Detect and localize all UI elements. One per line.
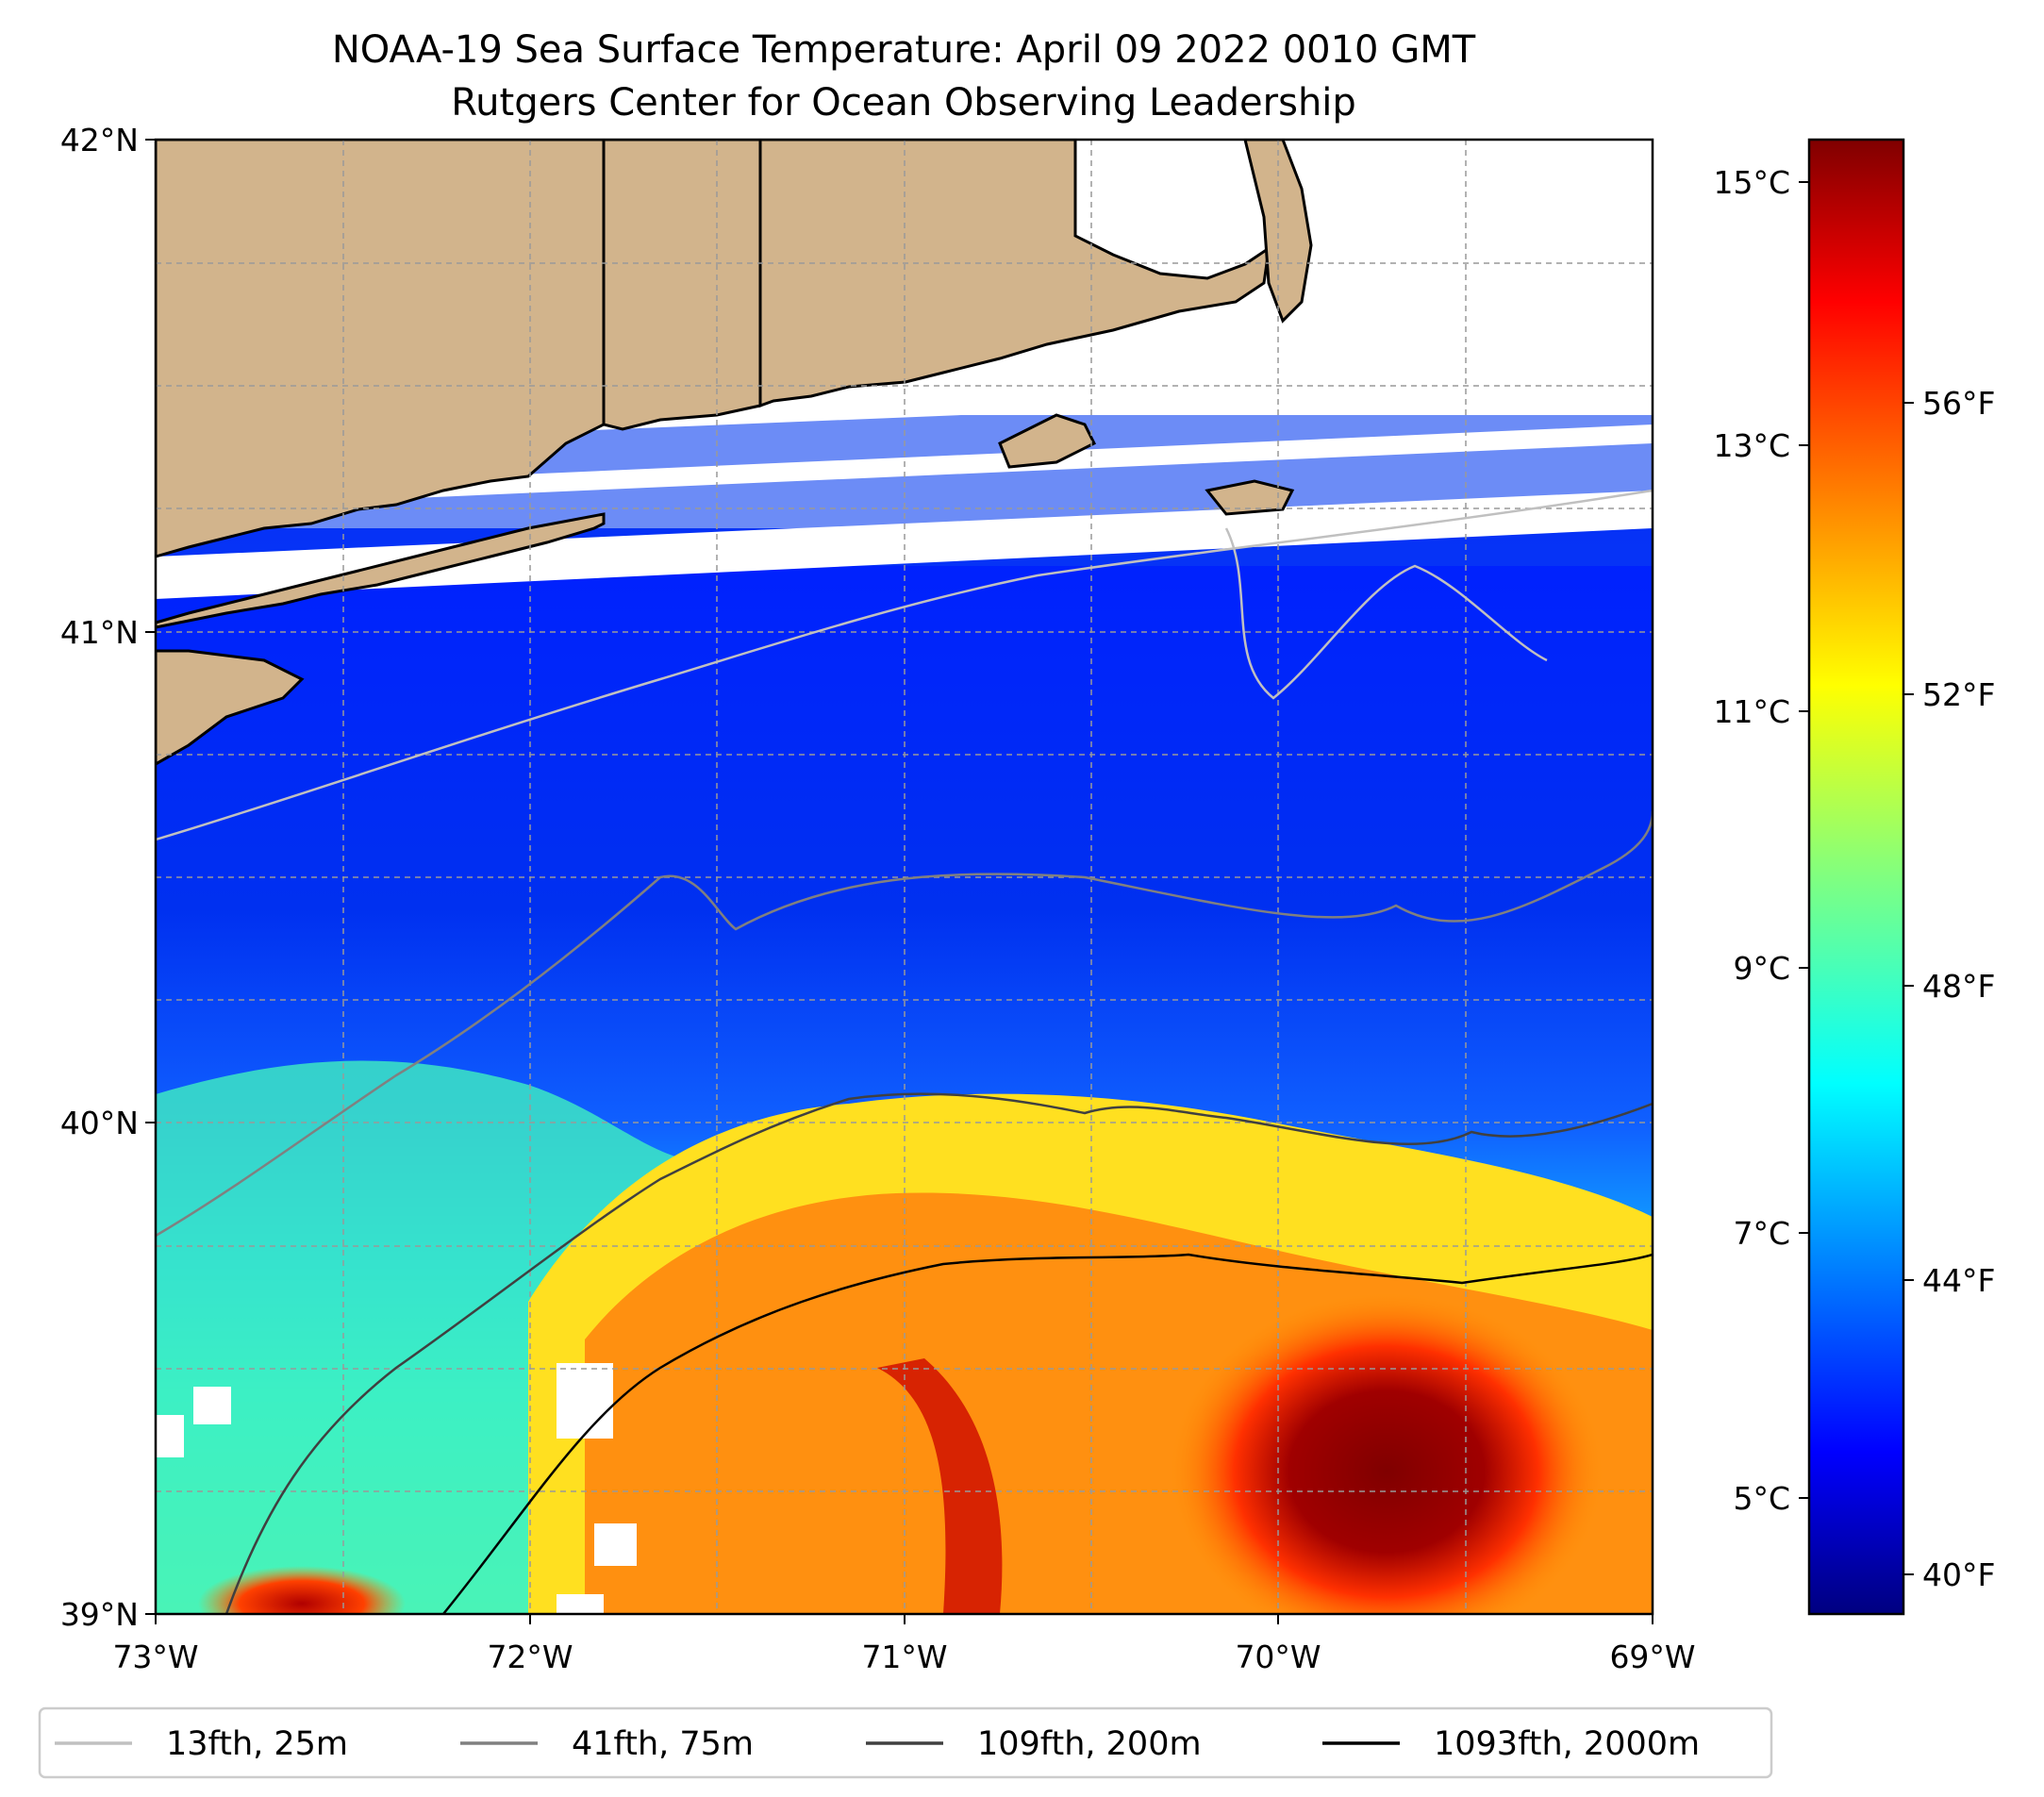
land-cape-cod <box>1243 140 1313 324</box>
x-tick-label: 73°W <box>112 1639 198 1675</box>
colorbar-fahrenheit-label: 44°F <box>1922 1262 1995 1299</box>
land-marthas-vineyard <box>998 413 1097 469</box>
colorbar-celsius-label: 15°C <box>1713 164 1790 201</box>
land-long-island <box>156 512 606 629</box>
land-connecticut <box>156 140 606 558</box>
colorbar-ticks <box>1799 181 1914 1575</box>
legend-label: 41fth, 75m <box>572 1725 754 1763</box>
colorbar-celsius-label: 13°C <box>1713 427 1790 464</box>
y-tick-label: 42°N <box>60 122 139 158</box>
x-tick-label: 71°W <box>861 1639 947 1675</box>
legend-label: 1093fth, 2000m <box>1434 1725 1700 1763</box>
warm-core-eddy <box>1170 1292 1604 1614</box>
land-nantucket <box>1205 479 1295 516</box>
contour-75m <box>156 810 1653 1238</box>
colorbar <box>1807 138 1905 1616</box>
axis-ticks <box>145 139 1653 1624</box>
x-tick-label: 72°W <box>487 1639 573 1675</box>
colorbar-fahrenheit-label: 56°F <box>1922 385 1995 422</box>
colorbar-celsius-label: 7°C <box>1733 1215 1790 1252</box>
colorbar-celsius-label: 5°C <box>1733 1480 1790 1517</box>
contour-2000m <box>442 1253 1653 1614</box>
y-tick-label: 39°N <box>60 1596 139 1633</box>
y-tick-label: 40°N <box>60 1105 139 1141</box>
colorbar-fahrenheit-label: 40°F <box>1922 1556 1995 1593</box>
map-title: NOAA-19 Sea Surface Temperature: April 0… <box>332 28 1476 72</box>
graticule <box>156 140 1653 1614</box>
map-area <box>156 140 1653 1614</box>
colorbar-fahrenheit-label: 48°F <box>1922 968 1995 1005</box>
legend: 13fth, 25m 41fth, 75m 109fth, 200m 1093f… <box>38 1706 1773 1779</box>
legend-label: 13fth, 25m <box>166 1725 348 1763</box>
x-tick-label: 69°W <box>1609 1639 1695 1675</box>
colorbar-fahrenheit-label: 52°F <box>1922 676 1995 713</box>
land-rhode-island-massachusetts <box>758 140 1285 408</box>
colorbar-celsius-label: 9°C <box>1733 950 1790 987</box>
y-tick-label: 41°N <box>60 614 139 651</box>
contour-25m <box>156 489 1653 841</box>
contour-200m <box>224 1092 1653 1614</box>
x-tick-label: 70°W <box>1235 1639 1321 1675</box>
colorbar-celsius-label: 11°C <box>1713 693 1790 730</box>
map-subtitle: Rutgers Center for Ocean Observing Leade… <box>451 81 1356 125</box>
legend-label: 109fth, 200m <box>977 1725 1202 1763</box>
